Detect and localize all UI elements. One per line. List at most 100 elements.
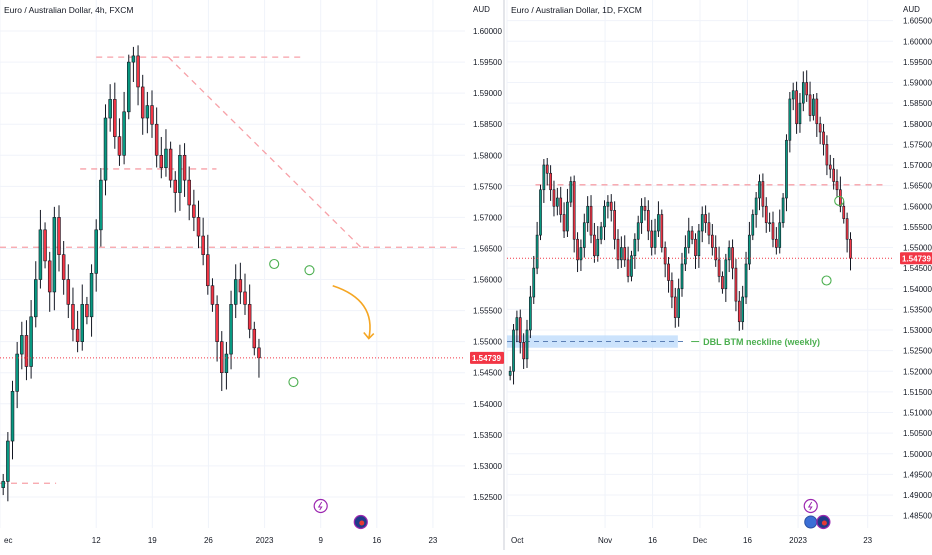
lightning-icon	[803, 498, 818, 514]
candle-body	[525, 329, 529, 360]
candle-body	[117, 136, 122, 156]
candle-body	[717, 259, 721, 277]
candle-body	[94, 229, 98, 274]
candle-body	[761, 181, 765, 207]
y-tick-label: 1.59000	[903, 79, 932, 88]
y-tick-label: 1.54000	[473, 400, 502, 409]
candle-body	[252, 328, 257, 349]
candle-body	[559, 197, 563, 215]
candle-body	[20, 335, 24, 355]
candle-body	[159, 154, 164, 169]
y-tick-label: 1.55500	[903, 223, 932, 232]
candle-body	[620, 247, 623, 261]
candle-body	[229, 304, 233, 355]
y-tick-label: 1.50000	[903, 450, 932, 459]
y-tick-label: 1.49500	[903, 470, 932, 479]
candle-body	[724, 259, 728, 290]
y-tick-label: 1.58000	[903, 120, 932, 129]
candle-body	[6, 440, 10, 482]
candle-body	[238, 279, 243, 293]
candle-body	[845, 218, 849, 240]
trendline	[167, 56, 362, 248]
candle-body	[582, 222, 586, 248]
candle-body	[75, 328, 80, 342]
arrow-up-marker-icon	[821, 275, 832, 286]
y-tick-label: 1.60000	[903, 37, 932, 46]
candle-body	[616, 238, 620, 261]
candle-body	[771, 222, 775, 240]
price-badge-label: 1.54739	[472, 354, 501, 363]
candle-body	[606, 201, 610, 207]
candle-body	[66, 279, 71, 305]
y-tick-label: 1.54500	[473, 369, 502, 378]
candle-body	[201, 235, 205, 255]
candle-body	[164, 148, 168, 169]
y-tick-label: 1.55500	[473, 307, 502, 316]
candle-body	[257, 347, 261, 359]
x-tick-label: 26	[204, 536, 213, 545]
candle-body	[663, 247, 667, 265]
candle-body	[150, 105, 154, 125]
flag-glyph	[821, 520, 827, 526]
candle-body	[103, 117, 108, 181]
x-tick-label: 9	[318, 536, 323, 545]
y-tick-label: 1.50500	[903, 429, 932, 438]
candle-body	[24, 335, 29, 367]
candle-body	[825, 144, 829, 166]
candle-body	[690, 230, 694, 240]
candle-body	[707, 222, 711, 236]
candle-body	[243, 291, 247, 305]
candle-body	[593, 234, 596, 257]
candle-body	[566, 201, 569, 232]
candle-body	[131, 55, 136, 63]
candle-body	[785, 139, 788, 199]
y-tick-label: 1.49000	[903, 491, 932, 500]
candle-body	[764, 205, 768, 224]
candle-body	[727, 247, 731, 261]
candle-body	[734, 267, 738, 302]
candle-body	[122, 111, 126, 156]
candle-body	[704, 214, 707, 224]
candle-body	[788, 98, 792, 141]
candle-body	[127, 61, 131, 113]
candle-body	[667, 263, 670, 281]
candle-body	[808, 94, 812, 116]
candle-body	[233, 279, 238, 305]
candle-body	[1, 481, 5, 488]
candle-body	[522, 342, 525, 360]
candle-body	[677, 288, 680, 318]
y-tick-label: 1.56500	[473, 244, 502, 253]
chart-1d-panel: DBL BTM neckline (weekly) 1.60500 1.60000 1…	[506, 0, 932, 545]
candle-body	[38, 229, 43, 280]
candle-body	[168, 148, 173, 181]
candle-body	[801, 82, 805, 104]
candle-body	[694, 238, 697, 257]
candle-body	[849, 238, 852, 259]
flag-glyph	[359, 520, 365, 526]
candle-body	[630, 255, 633, 277]
candle-body	[192, 204, 196, 218]
candle-body	[108, 99, 112, 119]
candle-body	[768, 222, 771, 225]
y-tick-label: 1.57500	[903, 140, 932, 149]
y-tick-label: 1.60000	[473, 27, 502, 36]
y-tick-label: 1.53000	[473, 462, 502, 471]
x-tick-label: Dec	[693, 536, 707, 545]
candle-body	[10, 391, 15, 442]
candle-body	[187, 179, 191, 206]
y-tick-label: 1.53000	[903, 326, 932, 335]
y-tick-label: 1.53500	[903, 305, 932, 314]
candle-body	[515, 317, 519, 331]
globe-icon	[804, 515, 818, 529]
candle-body	[700, 214, 704, 232]
y-tick-label: 1.52000	[903, 367, 932, 376]
candle-body	[535, 234, 539, 269]
x-tick-label: 2023	[789, 536, 807, 545]
candle-body	[532, 267, 536, 298]
lightning-glyph	[807, 501, 813, 511]
candle-body	[781, 197, 785, 224]
candle-body	[670, 280, 674, 298]
candle-body	[754, 197, 758, 215]
